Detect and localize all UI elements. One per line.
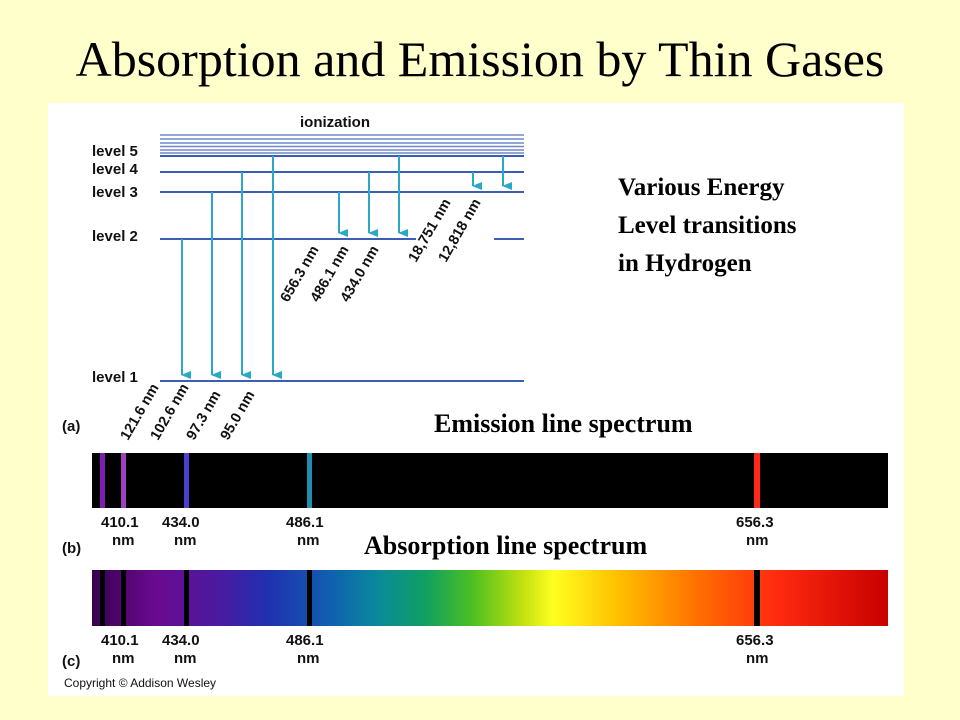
emission-line-434 bbox=[184, 453, 189, 508]
part-label-a: (a) bbox=[62, 418, 80, 435]
lyman-arrows bbox=[181, 156, 282, 379]
part-label-b: (b) bbox=[62, 540, 81, 557]
emission-line-486 bbox=[307, 453, 312, 508]
absorption-line-656 bbox=[754, 570, 760, 626]
caption-line-3: in Hydrogen bbox=[618, 250, 752, 277]
emission-tick-656-value: 656.3 bbox=[736, 514, 774, 531]
copyright-notice: Copyright © Addison Wesley bbox=[64, 676, 216, 690]
absorption-tick-410-unit: nm bbox=[112, 650, 135, 667]
emission-tick-434-value: 434.0 bbox=[162, 514, 200, 531]
absorption-line-violet-1 bbox=[100, 570, 105, 626]
caption-line-1: Various Energy bbox=[618, 174, 785, 201]
emission-tick-410-value: 410.1 bbox=[101, 514, 139, 531]
part-label-c: (c) bbox=[62, 653, 80, 670]
balmer-arrows bbox=[338, 156, 408, 237]
absorption-line-486 bbox=[307, 570, 312, 626]
absorption-tick-410-value: 410.1 bbox=[101, 632, 139, 649]
paschen-arrows bbox=[472, 156, 512, 190]
absorption-tick-434-value: 434.0 bbox=[162, 632, 200, 649]
absorption-tick-486-value: 486.1 bbox=[286, 632, 324, 649]
level-3-label: level 3 bbox=[92, 184, 138, 201]
absorption-tick-656-unit: nm bbox=[746, 650, 769, 667]
caption-line-2: Level transitions bbox=[618, 212, 797, 239]
absorption-line-410 bbox=[121, 570, 126, 626]
energy-levels bbox=[160, 155, 524, 382]
level-2-label: level 2 bbox=[92, 228, 138, 245]
emission-tick-486-unit: nm bbox=[297, 532, 320, 549]
emission-spectrum bbox=[92, 453, 888, 508]
ionization-band bbox=[160, 134, 524, 157]
emission-line-656 bbox=[754, 453, 760, 508]
absorption-spectrum bbox=[92, 570, 888, 626]
absorption-tick-486-unit: nm bbox=[297, 650, 320, 667]
level-1-label: level 1 bbox=[92, 369, 138, 386]
level-5-label: level 5 bbox=[92, 143, 138, 160]
emission-tick-656-unit: nm bbox=[746, 532, 769, 549]
level-4-label: level 4 bbox=[92, 161, 139, 178]
absorption-spectrum-title: Absorption line spectrum bbox=[364, 531, 648, 560]
absorption-tick-656-value: 656.3 bbox=[736, 632, 774, 649]
emission-tick-486-value: 486.1 bbox=[286, 514, 324, 531]
absorption-tick-434-unit: nm bbox=[174, 650, 197, 667]
emission-tick-410-unit: nm bbox=[112, 532, 135, 549]
emission-line-violet-1 bbox=[100, 453, 105, 508]
energy-transitions-caption: Various Energy Level transitions in Hydr… bbox=[618, 169, 796, 283]
emission-tick-434-unit: nm bbox=[174, 532, 197, 549]
absorption-line-434 bbox=[184, 570, 189, 626]
figure-svg: ionization level 5 level 4 level 3 level… bbox=[62, 114, 888, 690]
emission-line-410 bbox=[121, 453, 126, 508]
slide-title: Absorption and Emission by Thin Gases bbox=[75, 31, 885, 87]
emission-spectrum-title: Emission line spectrum bbox=[434, 409, 693, 438]
ionization-label: ionization bbox=[300, 114, 370, 131]
hydrogen-spectrum-figure: ionization level 5 level 4 level 3 level… bbox=[48, 103, 904, 696]
